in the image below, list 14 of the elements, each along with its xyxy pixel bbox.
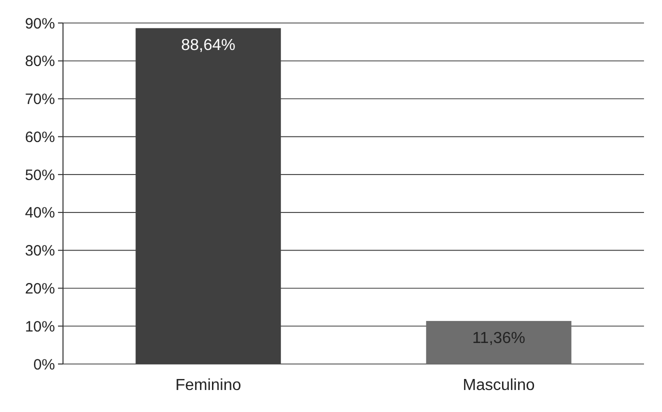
y-tick-label: 60%	[24, 128, 55, 146]
y-tick-label: 90%	[24, 15, 55, 32]
x-tick-label: Feminino	[175, 377, 242, 394]
y-tick-label: 30%	[24, 242, 55, 260]
y-tick-label: 70%	[24, 91, 55, 108]
y-tick-label: 20%	[24, 280, 55, 298]
y-tick-label: 10%	[24, 318, 55, 336]
y-tick-label: 80%	[24, 53, 55, 70]
y-tick-label: 40%	[24, 204, 55, 222]
x-tick-label: Masculino	[462, 377, 535, 394]
y-tick-label: 0%	[33, 356, 55, 374]
data-label: 88,64%	[181, 37, 236, 54]
data-label: 11,36%	[472, 330, 526, 347]
y-tick-label: 50%	[24, 166, 55, 184]
